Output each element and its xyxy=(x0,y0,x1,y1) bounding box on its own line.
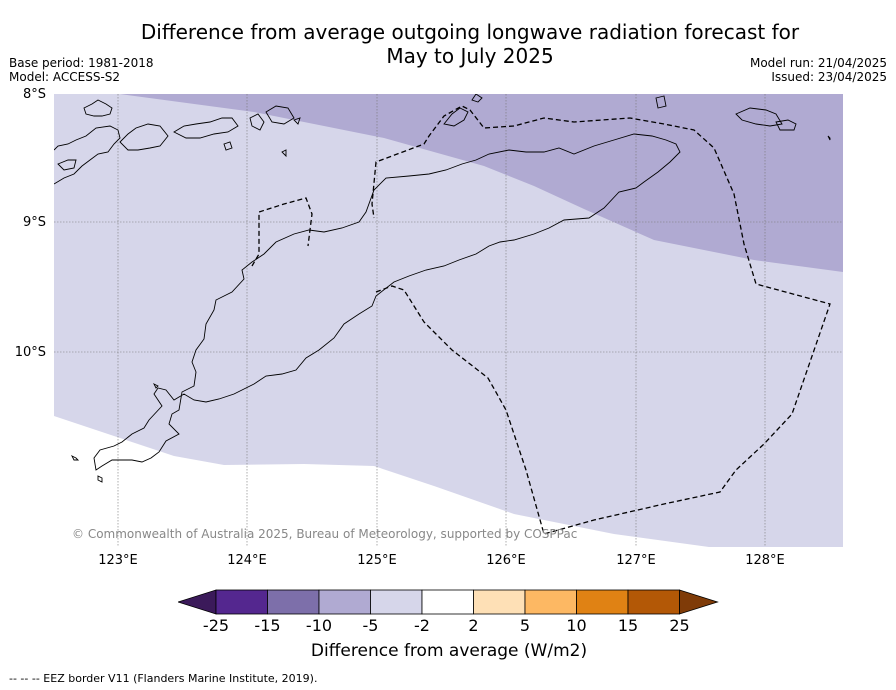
colorbar-tick-label: -2 xyxy=(414,616,430,635)
coastline-lembata xyxy=(173,117,239,139)
title-line-2: May to July 2025 xyxy=(386,44,554,68)
lon-label-125e: 125°E xyxy=(357,553,397,568)
colorbar-tick-label: 2 xyxy=(468,616,479,635)
eez-source-note: -- -- -- EEZ border V11 (Flanders Marine… xyxy=(9,672,318,685)
coastline-solor xyxy=(57,159,77,171)
coastline-timor xyxy=(93,133,681,471)
coastline-kisar xyxy=(735,107,783,127)
colorbar-swatch xyxy=(215,589,268,615)
colorbar-arrow-low xyxy=(178,589,217,615)
coastline-pantar xyxy=(249,113,265,131)
title-line-1: Difference from average outgoing longwav… xyxy=(140,20,800,44)
colorbar-tick-label: -25 xyxy=(202,616,230,635)
coastline-leti xyxy=(775,119,797,131)
colorbar-swatch xyxy=(421,589,474,615)
coastline-islet-3 xyxy=(152,382,159,389)
colorbar-tick-label: -10 xyxy=(305,616,333,635)
model-info: Base period: 1981-2018 Model: ACCESS-S2 xyxy=(9,56,154,84)
lat-label-9s: 9°S xyxy=(22,215,46,230)
run-info: Model run: 21/04/2025 Issued: 23/04/2025 xyxy=(750,56,887,84)
coastline-islet-5 xyxy=(281,149,287,158)
lat-label-8s: 8°S xyxy=(22,87,46,102)
colorbar-swatch xyxy=(370,589,423,615)
issued-date: Issued: 23/04/2025 xyxy=(771,70,887,84)
colorbar-swatch xyxy=(576,589,629,615)
coastlines xyxy=(54,94,831,483)
lon-label-127e: 127°E xyxy=(616,553,656,568)
eez-border xyxy=(251,105,831,535)
colorbar-tick-label: 15 xyxy=(617,616,639,635)
coastline-atauro xyxy=(443,107,469,127)
coastline-islet-7 xyxy=(655,95,667,109)
colorbar-tick-label: 25 xyxy=(669,616,690,635)
coastline-islet-2 xyxy=(97,475,103,483)
map-panel xyxy=(54,94,843,547)
coastline-alor-west xyxy=(265,105,295,125)
lon-label-128e: 128°E xyxy=(745,553,785,568)
coastline-islet-6 xyxy=(293,117,301,125)
base-period: Base period: 1981-2018 xyxy=(9,56,154,70)
colorbar-tick-label: -15 xyxy=(254,616,281,635)
copyright-notice: © Commonwealth of Australia 2025, Bureau… xyxy=(72,527,578,541)
colorbar-swatch xyxy=(267,589,320,615)
colorbar-swatch xyxy=(524,589,577,615)
colorbar-label: Difference from average (W/m2) xyxy=(310,641,588,661)
coastline-islet-1 xyxy=(70,454,80,461)
colorbar xyxy=(178,589,719,615)
coastline-adonara xyxy=(119,123,169,151)
lon-label-123e: 123°E xyxy=(98,553,138,568)
chart-title: Difference from average outgoing longwav… xyxy=(110,20,830,68)
coastline-flores-east xyxy=(54,125,121,185)
coastline-alor xyxy=(83,99,113,117)
colorbar-tick-label: 10 xyxy=(566,616,587,635)
coastline-islet-4 xyxy=(223,141,233,151)
model-name: Model: ACCESS-S2 xyxy=(9,70,121,84)
model-run: Model run: 21/04/2025 xyxy=(749,56,887,70)
coastline-islet-8 xyxy=(827,135,831,141)
colorbar-tick-label: 5 xyxy=(519,616,531,635)
colorbar-tick-label: -5 xyxy=(362,616,379,635)
colorbar-arrow-high xyxy=(679,589,719,615)
lon-label-126e: 126°E xyxy=(486,553,526,568)
eez-oecusse-boundary xyxy=(251,197,313,267)
colorbar-swatch xyxy=(627,589,680,615)
eez-main-boundary xyxy=(371,105,831,535)
colorbar-swatch xyxy=(318,589,371,615)
lon-label-124e: 124°E xyxy=(227,553,267,568)
coastline-wetar-north xyxy=(471,94,483,103)
colorbar-swatch xyxy=(473,589,526,615)
gridlines xyxy=(54,94,843,547)
lat-label-10s: 10°S xyxy=(14,345,46,360)
